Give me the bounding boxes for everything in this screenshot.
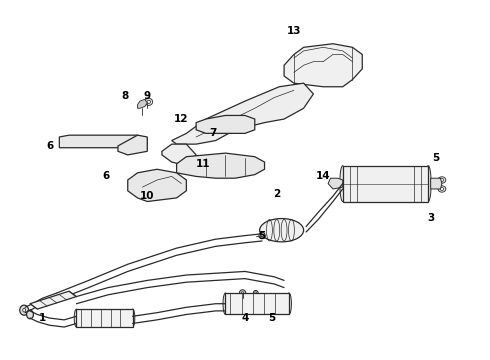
Ellipse shape — [26, 310, 33, 319]
Polygon shape — [343, 166, 428, 202]
Text: 13: 13 — [287, 26, 301, 36]
Polygon shape — [196, 116, 255, 134]
Ellipse shape — [145, 98, 153, 105]
Polygon shape — [176, 153, 265, 178]
Ellipse shape — [74, 139, 79, 144]
Text: 4: 4 — [241, 313, 249, 323]
Polygon shape — [76, 309, 133, 327]
Ellipse shape — [147, 100, 150, 103]
Text: 12: 12 — [174, 114, 189, 124]
Ellipse shape — [130, 309, 135, 327]
Ellipse shape — [242, 292, 244, 294]
Ellipse shape — [425, 166, 431, 202]
Ellipse shape — [20, 305, 28, 315]
Text: 2: 2 — [273, 189, 280, 199]
Polygon shape — [138, 99, 147, 108]
Polygon shape — [118, 135, 147, 155]
Ellipse shape — [261, 234, 263, 237]
Ellipse shape — [440, 188, 443, 190]
Polygon shape — [162, 144, 196, 166]
Polygon shape — [431, 178, 442, 189]
Ellipse shape — [253, 291, 258, 296]
Ellipse shape — [220, 122, 232, 127]
Ellipse shape — [335, 181, 341, 186]
Text: 7: 7 — [210, 129, 217, 138]
Ellipse shape — [438, 177, 446, 183]
Ellipse shape — [223, 293, 228, 315]
Ellipse shape — [440, 179, 443, 181]
Text: 5: 5 — [268, 313, 275, 323]
Polygon shape — [328, 178, 343, 189]
Polygon shape — [172, 83, 314, 144]
Text: 6: 6 — [46, 141, 53, 151]
Text: 8: 8 — [122, 91, 129, 101]
Ellipse shape — [438, 186, 446, 192]
Ellipse shape — [340, 166, 345, 202]
Text: 11: 11 — [196, 159, 211, 169]
Ellipse shape — [74, 309, 78, 327]
Ellipse shape — [260, 219, 304, 242]
Polygon shape — [59, 135, 147, 148]
Text: 5: 5 — [259, 231, 266, 240]
Ellipse shape — [23, 309, 25, 312]
Ellipse shape — [240, 290, 245, 296]
Ellipse shape — [287, 293, 292, 315]
Polygon shape — [128, 169, 186, 202]
Polygon shape — [225, 293, 289, 315]
Polygon shape — [284, 44, 362, 87]
Text: 10: 10 — [140, 191, 154, 201]
Text: 3: 3 — [427, 213, 434, 222]
Ellipse shape — [130, 143, 136, 149]
Text: 6: 6 — [102, 171, 109, 181]
Text: 5: 5 — [432, 153, 439, 163]
Text: 9: 9 — [144, 91, 151, 101]
Ellipse shape — [259, 232, 265, 239]
Text: 1: 1 — [39, 313, 46, 323]
Ellipse shape — [153, 182, 161, 189]
Ellipse shape — [255, 292, 257, 294]
Polygon shape — [30, 291, 76, 309]
Text: 14: 14 — [316, 171, 330, 181]
